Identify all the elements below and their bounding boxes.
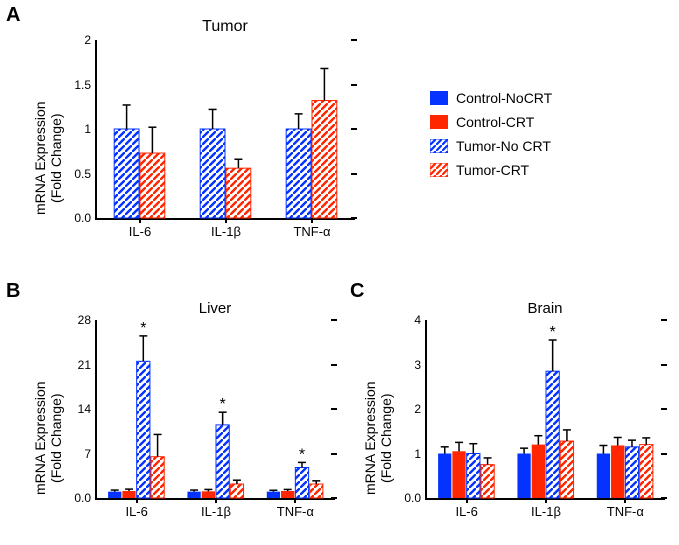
bar bbox=[281, 491, 294, 498]
bar bbox=[114, 129, 139, 218]
significance-marker: * bbox=[550, 324, 556, 341]
x-category-label: IL-6 bbox=[455, 498, 477, 519]
chart-b-title: Liver bbox=[95, 300, 335, 317]
bar bbox=[295, 467, 308, 498]
legend-item: Control-CRT bbox=[430, 114, 552, 130]
chart-a-ylabel: mRNA Expression (Fold Change) bbox=[32, 101, 64, 215]
y-tick-label: 1.5 bbox=[74, 78, 97, 92]
ylabel-line1-c: mRNA Expression bbox=[362, 381, 378, 495]
legend-swatch bbox=[430, 163, 448, 177]
ylabel-line2: (Fold Change) bbox=[48, 113, 64, 203]
y-tick-label: 2 bbox=[84, 33, 97, 47]
bar bbox=[137, 361, 150, 498]
panel-b-label: B bbox=[6, 280, 20, 303]
ylabel-line1-b: mRNA Expression bbox=[32, 381, 48, 495]
significance-marker: * bbox=[220, 396, 226, 413]
bar bbox=[625, 447, 638, 498]
bar bbox=[546, 371, 559, 498]
bar bbox=[226, 168, 251, 218]
ylabel-line2-c: (Fold Change) bbox=[378, 393, 394, 483]
bar bbox=[532, 445, 545, 498]
x-category-label: IL-6 bbox=[129, 218, 151, 239]
legend-label: Tumor-CRT bbox=[456, 162, 529, 178]
bar bbox=[560, 441, 573, 498]
legend-item: Tumor-CRT bbox=[430, 162, 552, 178]
x-category-label: TNF-α bbox=[607, 498, 644, 519]
x-category-label: TNF-α bbox=[293, 218, 330, 239]
bar bbox=[611, 445, 624, 498]
legend-swatch bbox=[430, 91, 448, 105]
bar bbox=[438, 454, 451, 499]
y-tick-label: 2 bbox=[414, 402, 427, 416]
chart-a-title: Tumor bbox=[95, 18, 355, 36]
y-tick-label: 7 bbox=[84, 447, 97, 461]
ylabel-line2-b: (Fold Change) bbox=[48, 393, 64, 483]
x-category-label: IL-1β bbox=[211, 218, 241, 239]
significance-marker: * bbox=[299, 446, 305, 463]
legend-label: Tumor-No CRT bbox=[456, 138, 551, 154]
legend-label: Control-NoCRT bbox=[456, 90, 552, 106]
y-tick-label: 1 bbox=[414, 447, 427, 461]
y-tick-label: 21 bbox=[78, 358, 97, 372]
y-tick-label: 14 bbox=[78, 402, 97, 416]
ylabel-line1: mRNA Expression bbox=[32, 101, 48, 215]
bar bbox=[467, 454, 480, 499]
bar bbox=[202, 491, 215, 498]
bar bbox=[452, 451, 465, 498]
y-tick-label: 4 bbox=[414, 313, 427, 327]
bar bbox=[216, 425, 229, 498]
legend-swatch bbox=[430, 115, 448, 129]
legend: Control-NoCRT Control-CRT Tumor-No CRT Tumo… bbox=[430, 90, 552, 186]
chart-c-ylabel: mRNA Expression (Fold Change) bbox=[362, 381, 394, 495]
panel-a-label: A bbox=[6, 4, 20, 27]
x-category-label: IL-6 bbox=[125, 498, 147, 519]
bar bbox=[517, 454, 530, 499]
bar bbox=[108, 492, 121, 498]
bar bbox=[187, 492, 200, 498]
bar bbox=[140, 153, 165, 218]
y-tick-label: 1 bbox=[84, 122, 97, 136]
bar bbox=[286, 129, 311, 218]
significance-marker: * bbox=[140, 320, 146, 337]
chart-b-ylabel: mRNA Expression (Fold Change) bbox=[32, 381, 64, 495]
bar bbox=[640, 445, 653, 498]
bar bbox=[151, 457, 164, 498]
chart-a: 0.00.511.52IL-6IL-1βTNF-α bbox=[95, 40, 355, 220]
legend-swatch bbox=[430, 139, 448, 153]
chart-c-title: Brain bbox=[425, 300, 665, 317]
y-tick-label: 3 bbox=[414, 358, 427, 372]
x-category-label: IL-1β bbox=[201, 498, 231, 519]
y-tick-label: 0.0 bbox=[404, 491, 427, 505]
bar bbox=[481, 465, 494, 498]
x-category-label: TNF-α bbox=[277, 498, 314, 519]
x-category-label: IL-1β bbox=[531, 498, 561, 519]
y-tick-label: 0.0 bbox=[74, 491, 97, 505]
bar bbox=[312, 101, 337, 218]
y-tick-label: 0.0 bbox=[74, 211, 97, 225]
y-tick-label: 28 bbox=[78, 313, 97, 327]
legend-label: Control-CRT bbox=[456, 114, 534, 130]
bar bbox=[200, 129, 225, 218]
bar bbox=[597, 454, 610, 499]
panel-c-label: C bbox=[350, 280, 364, 303]
y-tick-label: 0.5 bbox=[74, 167, 97, 181]
chart-b: 0.07142128***IL-6IL-1βTNF-α bbox=[95, 320, 335, 500]
legend-item: Tumor-No CRT bbox=[430, 138, 552, 154]
bar bbox=[230, 484, 243, 498]
legend-item: Control-NoCRT bbox=[430, 90, 552, 106]
bar bbox=[310, 484, 323, 498]
chart-c: 0.01234*IL-6IL-1βTNF-α bbox=[425, 320, 665, 500]
bar bbox=[122, 491, 135, 498]
